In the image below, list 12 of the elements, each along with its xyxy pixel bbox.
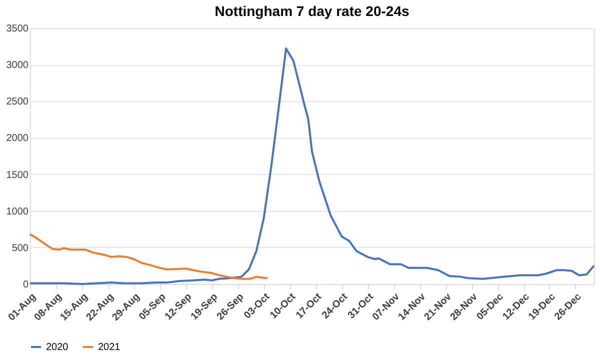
y-tick-label: 1000 xyxy=(6,206,29,218)
y-tick-label: 0 xyxy=(22,280,29,290)
y-tick-label: 1500 xyxy=(6,170,29,181)
y-tick-label: 500 xyxy=(12,242,29,254)
legend-label: 2021 xyxy=(98,342,121,353)
y-tick-label: 3500 xyxy=(6,24,29,34)
y-tick-label: 3000 xyxy=(6,60,29,72)
y-tick-label: 2500 xyxy=(6,96,29,108)
chart-title: Nottingham 7 day rate 20-24s xyxy=(214,3,410,19)
legend-label: 2020 xyxy=(46,342,69,353)
line-series xyxy=(29,233,268,280)
y-tick-label: 2000 xyxy=(6,133,29,144)
